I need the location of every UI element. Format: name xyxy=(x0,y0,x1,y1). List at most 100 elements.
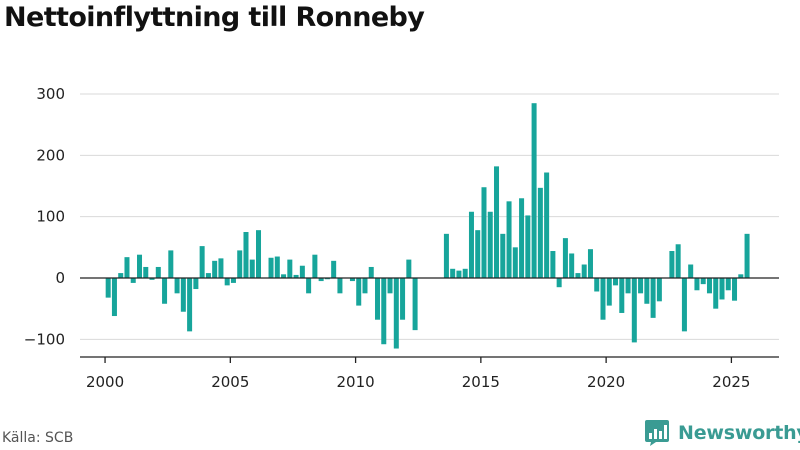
bar xyxy=(606,278,612,306)
bar xyxy=(299,265,305,278)
bar xyxy=(700,278,706,285)
bar xyxy=(199,246,205,278)
bar xyxy=(694,278,700,291)
bar xyxy=(281,274,287,278)
x-tick-label: 2020 xyxy=(587,373,625,391)
bar xyxy=(155,266,161,278)
bar xyxy=(675,244,681,278)
bar xyxy=(400,278,406,320)
bar xyxy=(512,247,518,278)
bar xyxy=(230,278,236,283)
bar xyxy=(412,278,418,331)
bar xyxy=(569,253,575,278)
gridlines xyxy=(80,93,779,340)
chart-title: Nettoinflyttning till Ronneby xyxy=(4,2,425,33)
bar xyxy=(519,198,525,278)
bar xyxy=(368,266,374,278)
bar xyxy=(713,278,719,309)
y-axis-labels: −100 0 100 200 300 xyxy=(24,85,65,348)
bar xyxy=(462,268,468,278)
bar xyxy=(725,278,731,291)
bar xyxy=(525,215,531,278)
bar xyxy=(644,278,650,304)
bar xyxy=(381,278,387,345)
bar xyxy=(224,278,230,286)
bar xyxy=(193,278,199,290)
bar-chart: −100 0 100 200 300 2000 2005 2010 2015 2020 2025 xyxy=(24,85,779,391)
bar xyxy=(274,256,280,278)
bar xyxy=(688,264,694,278)
bar xyxy=(256,230,262,278)
bar xyxy=(638,278,644,294)
bar xyxy=(143,266,149,278)
bar xyxy=(387,278,393,294)
bar xyxy=(500,233,506,278)
bar xyxy=(111,278,117,317)
bar xyxy=(130,278,136,283)
bar xyxy=(481,187,487,278)
y-tick-label: 300 xyxy=(36,85,65,103)
newsworthy-brand[interactable]: Newsworthy xyxy=(644,419,800,447)
bar xyxy=(487,211,493,278)
bar xyxy=(337,278,343,294)
bar xyxy=(650,278,656,318)
bar xyxy=(375,278,381,320)
bar xyxy=(205,273,211,278)
y-tick-label: −100 xyxy=(24,330,65,348)
bar xyxy=(556,278,562,288)
bar xyxy=(393,278,399,349)
bar xyxy=(243,232,249,278)
bar xyxy=(180,278,186,312)
bar xyxy=(293,274,299,278)
x-tick-label: 2015 xyxy=(462,373,500,391)
bar xyxy=(506,201,512,278)
bar xyxy=(306,278,312,294)
bar xyxy=(331,260,337,278)
x-tick-label: 2025 xyxy=(712,373,750,391)
bar xyxy=(212,260,218,278)
x-tick-label: 2000 xyxy=(86,373,124,391)
bar xyxy=(581,264,587,278)
bar xyxy=(362,278,368,294)
y-tick-label: 200 xyxy=(36,146,65,164)
bar xyxy=(249,259,255,278)
bar xyxy=(669,251,675,278)
bar xyxy=(118,273,124,278)
bar xyxy=(137,254,143,278)
bar xyxy=(268,257,274,278)
bar xyxy=(468,211,474,278)
bar xyxy=(587,249,593,278)
x-tick-label: 2010 xyxy=(336,373,374,391)
bar xyxy=(562,238,568,278)
bar xyxy=(594,278,600,292)
bar xyxy=(356,278,362,306)
bar xyxy=(187,278,193,332)
brand-name: Newsworthy xyxy=(678,422,800,444)
y-tick-label: 0 xyxy=(55,269,65,287)
bar xyxy=(124,257,130,278)
x-axis: 2000 2005 2010 2015 2020 2025 xyxy=(80,356,779,391)
bar xyxy=(168,250,174,278)
bar xyxy=(105,278,111,298)
bar xyxy=(406,259,412,278)
bar xyxy=(443,233,449,278)
bar xyxy=(531,103,537,278)
bar xyxy=(218,258,224,278)
bar xyxy=(237,250,243,278)
bar xyxy=(619,278,625,313)
bar xyxy=(312,254,318,278)
bar xyxy=(732,278,738,301)
bar xyxy=(318,278,324,282)
bar xyxy=(349,278,355,282)
newsworthy-logo-icon xyxy=(645,420,669,446)
bar xyxy=(174,278,180,294)
bar xyxy=(450,268,456,278)
y-tick-label: 100 xyxy=(36,208,65,226)
bar xyxy=(631,278,637,343)
bar xyxy=(600,278,606,320)
bar xyxy=(494,166,500,278)
bar xyxy=(656,278,662,302)
bar xyxy=(149,278,155,280)
bar xyxy=(738,274,744,278)
bar xyxy=(287,259,293,278)
